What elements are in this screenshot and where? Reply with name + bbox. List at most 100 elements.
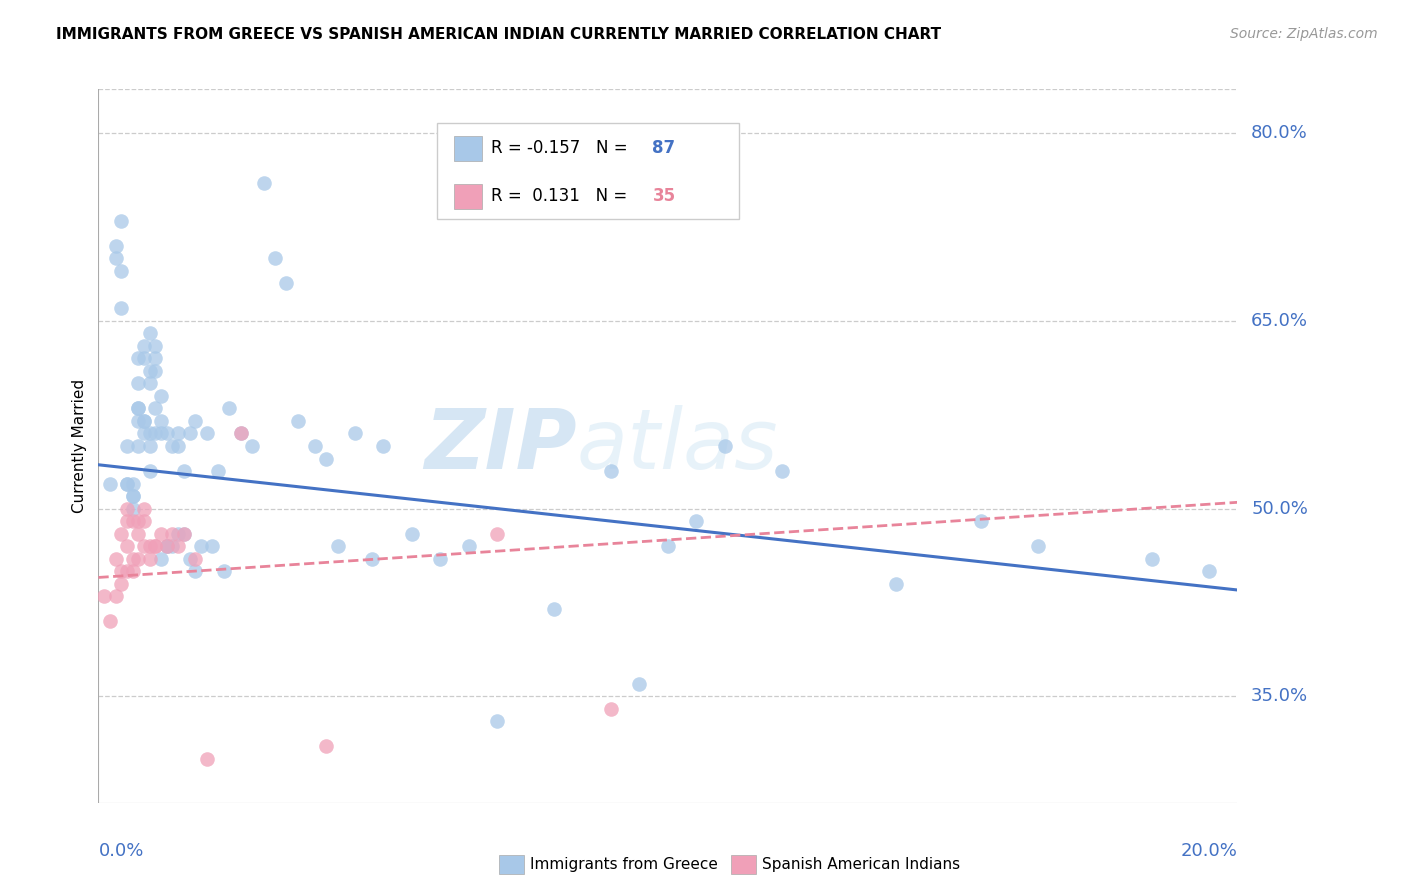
Point <box>121 501 143 516</box>
Text: Spanish American Indians: Spanish American Indians <box>762 857 960 871</box>
Y-axis label: Currently Married: Currently Married <box>72 379 87 513</box>
Point <box>173 526 195 541</box>
Point <box>162 539 184 553</box>
Point <box>127 439 149 453</box>
Point <box>138 464 160 478</box>
Text: 87: 87 <box>652 139 675 157</box>
Text: IMMIGRANTS FROM GREECE VS SPANISH AMERICAN INDIAN CURRENTLY MARRIED CORRELATION : IMMIGRANTS FROM GREECE VS SPANISH AMERIC… <box>56 27 942 42</box>
Point <box>150 389 173 403</box>
Point <box>127 526 149 541</box>
Point <box>138 326 160 341</box>
Point <box>167 539 190 553</box>
Text: 20.0%: 20.0% <box>1181 842 1237 860</box>
Point <box>343 426 366 441</box>
Point <box>104 589 127 603</box>
Point <box>93 589 115 603</box>
Point <box>315 451 337 466</box>
Point <box>145 364 167 378</box>
Point <box>121 489 143 503</box>
Point <box>132 514 155 528</box>
Point <box>132 501 155 516</box>
Point <box>150 526 173 541</box>
Text: Source: ZipAtlas.com: Source: ZipAtlas.com <box>1230 27 1378 41</box>
Point <box>287 414 309 428</box>
Point <box>252 176 274 190</box>
Point <box>970 514 993 528</box>
Point <box>212 564 235 578</box>
Point <box>156 539 179 553</box>
Point <box>115 564 138 578</box>
Point <box>127 351 149 366</box>
Point <box>150 426 173 441</box>
Point <box>132 339 155 353</box>
Point <box>884 576 907 591</box>
Point <box>184 414 207 428</box>
Point <box>132 414 155 428</box>
Point <box>127 514 149 528</box>
Point <box>138 539 160 553</box>
Text: 65.0%: 65.0% <box>1251 312 1308 330</box>
Point <box>770 464 793 478</box>
Point <box>98 614 121 628</box>
Point <box>190 539 212 553</box>
Point <box>201 539 224 553</box>
Point <box>145 339 167 353</box>
Point <box>543 601 565 615</box>
Point <box>150 414 173 428</box>
Point <box>145 426 167 441</box>
Point <box>104 251 127 265</box>
Point <box>167 426 190 441</box>
Point <box>110 564 132 578</box>
Point <box>127 401 149 416</box>
Text: 35.0%: 35.0% <box>1251 688 1309 706</box>
Point <box>115 501 138 516</box>
Point <box>115 476 138 491</box>
Point <box>1198 564 1220 578</box>
Point <box>207 464 229 478</box>
Point <box>127 551 149 566</box>
Point <box>121 551 143 566</box>
Point <box>110 213 132 227</box>
Text: 35: 35 <box>652 187 675 205</box>
Point <box>167 526 190 541</box>
Point <box>121 476 143 491</box>
Point <box>132 539 155 553</box>
Point <box>429 551 451 566</box>
Point <box>1026 539 1049 553</box>
Point <box>179 426 201 441</box>
Point <box>685 514 707 528</box>
Point <box>195 426 218 441</box>
Point <box>326 539 349 553</box>
Text: R =  0.131   N =: R = 0.131 N = <box>491 187 633 205</box>
Point <box>132 414 155 428</box>
Point <box>104 551 127 566</box>
Point <box>110 576 132 591</box>
Point <box>115 476 138 491</box>
Point <box>138 551 160 566</box>
Point <box>315 739 337 754</box>
Point <box>486 526 509 541</box>
Point <box>486 714 509 729</box>
Point <box>401 526 423 541</box>
Point <box>127 401 149 416</box>
Point <box>240 439 263 453</box>
Point <box>714 439 737 453</box>
Point <box>121 564 143 578</box>
Point <box>110 264 132 278</box>
Text: Immigrants from Greece: Immigrants from Greece <box>530 857 718 871</box>
Point <box>156 539 179 553</box>
Point <box>229 426 252 441</box>
Text: 0.0%: 0.0% <box>98 842 143 860</box>
Point <box>1140 551 1163 566</box>
Point <box>360 551 382 566</box>
Point <box>600 702 623 716</box>
Point <box>121 489 143 503</box>
Point <box>657 539 679 553</box>
Point <box>138 426 160 441</box>
Point <box>132 351 155 366</box>
Point <box>162 439 184 453</box>
Point <box>145 351 167 366</box>
Point <box>156 539 179 553</box>
Point <box>145 401 167 416</box>
Text: 80.0%: 80.0% <box>1251 124 1308 142</box>
